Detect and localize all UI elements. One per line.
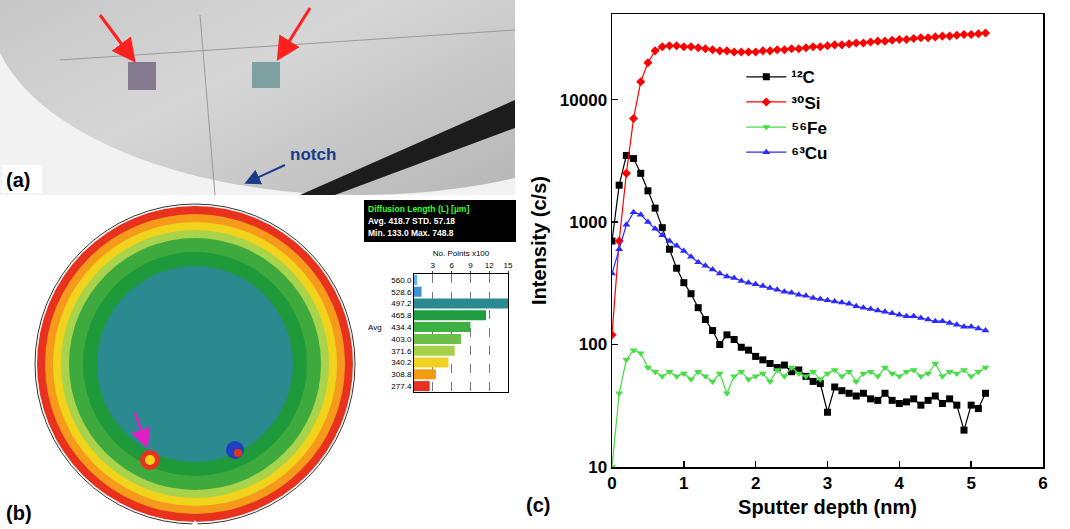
html-text:Min. 133.0 Max. 748.8: Min. 133.0 Max. 748.8 (368, 228, 454, 238)
svg-text:6: 6 (1038, 474, 1047, 493)
svg-text:434.4: 434.4 (391, 323, 412, 332)
svg-text:371.6: 371.6 (391, 347, 412, 356)
svg-text:1: 1 (679, 474, 688, 493)
svg-text:12: 12 (485, 261, 494, 270)
svg-text:4: 4 (895, 474, 905, 493)
svg-text:¹²C: ¹²C (791, 68, 815, 87)
svg-text:No. Points x100: No. Points x100 (433, 249, 490, 258)
svg-text:528.6: 528.6 (391, 288, 412, 297)
svg-text:³⁰Si: ³⁰Si (791, 94, 820, 113)
svg-text:15: 15 (504, 261, 513, 270)
svg-text:9: 9 (468, 261, 473, 270)
svg-text:3: 3 (431, 261, 436, 270)
svg-text:(b): (b) (6, 502, 32, 524)
svg-text:0: 0 (607, 474, 616, 493)
svg-text:2: 2 (751, 474, 760, 493)
svg-text:notch: notch (290, 145, 336, 164)
svg-text:340.2: 340.2 (391, 358, 412, 367)
html-text:(c): (c) (526, 494, 551, 516)
svg-text:100: 100 (579, 335, 607, 354)
svg-text:1000: 1000 (569, 213, 607, 232)
svg-text:277.4: 277.4 (391, 382, 412, 391)
svg-text:(a): (a) (6, 169, 30, 191)
html-text:Diffusion Length (L) [µm]: Diffusion Length (L) [µm] (368, 204, 470, 214)
svg-text:403.0: 403.0 (391, 335, 412, 344)
svg-text:497.2: 497.2 (391, 299, 412, 308)
html-text:Avg. 418.7 STD. 57.18: Avg. 418.7 STD. 57.18 (368, 216, 456, 226)
svg-text:308.8: 308.8 (391, 370, 412, 379)
svg-text:⁵⁶Fe: ⁵⁶Fe (791, 119, 827, 138)
svg-text:Sputter depth (nm): Sputter depth (nm) (738, 496, 917, 518)
svg-text:465.8: 465.8 (391, 311, 412, 320)
svg-text:10: 10 (588, 458, 607, 477)
svg-text:5: 5 (966, 474, 975, 493)
svg-text:560.0: 560.0 (391, 276, 412, 285)
svg-text:6: 6 (449, 261, 454, 270)
svg-text:Avg: Avg (368, 323, 382, 332)
svg-text:⁶³Cu: ⁶³Cu (791, 144, 827, 163)
svg-text:10000: 10000 (560, 91, 607, 110)
svg-text:3: 3 (823, 474, 832, 493)
svg-text:Intensity (c/s): Intensity (c/s) (528, 176, 550, 305)
